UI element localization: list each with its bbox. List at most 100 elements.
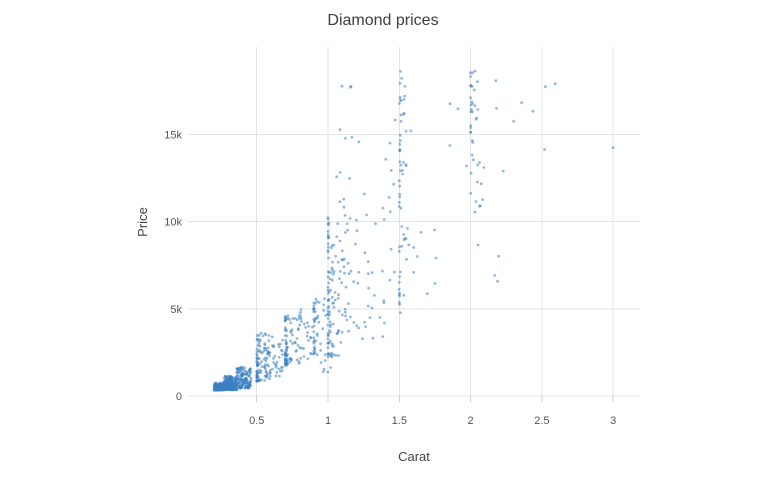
data-point	[236, 367, 240, 371]
data-point	[326, 312, 330, 316]
data-point	[312, 336, 316, 340]
data-point	[323, 359, 327, 362]
data-point	[266, 346, 270, 350]
data-point	[368, 316, 372, 319]
data-point	[349, 315, 352, 319]
data-point	[312, 340, 316, 343]
data-point	[217, 388, 221, 391]
data-point	[314, 297, 318, 301]
data-point	[326, 285, 330, 289]
data-point	[260, 351, 264, 355]
data-point	[290, 328, 294, 332]
data-point	[255, 338, 259, 341]
data-point	[321, 327, 325, 331]
data-point	[337, 354, 340, 357]
data-point	[398, 133, 402, 137]
data-point	[213, 387, 216, 391]
data-point	[404, 163, 408, 167]
data-point	[332, 270, 336, 273]
data-point	[283, 357, 287, 361]
data-point	[357, 326, 360, 330]
data-point	[494, 79, 498, 83]
data-point	[340, 249, 344, 253]
data-point	[531, 109, 535, 113]
data-point	[347, 329, 350, 333]
data-point	[469, 171, 473, 175]
data-point	[469, 124, 473, 128]
data-point	[387, 196, 391, 199]
data-point	[260, 378, 263, 381]
data-point	[305, 321, 309, 325]
x-axis-title: Carat	[398, 449, 430, 464]
gridlines	[188, 47, 640, 397]
data-point	[264, 348, 268, 352]
data-point	[345, 222, 349, 226]
data-point	[402, 112, 405, 116]
data-point	[468, 71, 472, 74]
data-point	[242, 380, 245, 384]
data-point	[329, 323, 332, 326]
data-point	[233, 388, 237, 391]
data-point	[476, 80, 479, 84]
data-point	[226, 374, 230, 378]
data-point	[319, 361, 323, 364]
data-point	[340, 330, 344, 334]
data-point	[306, 331, 309, 334]
data-point	[371, 336, 375, 340]
data-point	[299, 356, 302, 360]
data-point	[313, 310, 317, 313]
data-point	[326, 270, 330, 274]
data-point	[336, 296, 340, 300]
data-point	[476, 108, 480, 111]
data-point	[294, 341, 297, 345]
data-point	[403, 85, 407, 88]
data-point	[363, 320, 366, 324]
data-point	[543, 148, 546, 151]
data-point	[319, 342, 322, 346]
data-point	[398, 200, 401, 204]
data-point	[224, 383, 228, 386]
data-point	[273, 354, 277, 358]
data-point	[249, 367, 252, 370]
data-point	[289, 339, 292, 343]
data-point	[263, 379, 266, 382]
data-point	[259, 331, 263, 335]
data-point	[397, 280, 401, 284]
data-point	[284, 316, 287, 320]
data-point	[398, 102, 401, 105]
data-point	[322, 309, 326, 312]
data-point	[553, 82, 557, 86]
data-point	[275, 360, 279, 364]
data-point	[237, 374, 241, 378]
data-point	[299, 311, 302, 314]
data-point	[330, 295, 334, 299]
data-point	[326, 331, 330, 335]
data-point	[469, 191, 473, 195]
data-point	[236, 384, 239, 387]
data-point	[326, 275, 330, 279]
data-point	[400, 77, 403, 80]
data-point	[312, 345, 316, 349]
data-point	[382, 299, 386, 303]
data-point	[324, 314, 328, 317]
data-point	[349, 269, 353, 273]
data-point	[611, 146, 615, 150]
data-point	[401, 172, 404, 176]
data-point	[263, 332, 267, 335]
data-point	[402, 233, 406, 236]
data-point	[388, 141, 392, 145]
data-point	[398, 275, 401, 278]
data-point	[263, 374, 267, 378]
data-point	[398, 81, 402, 85]
data-point	[307, 339, 310, 342]
data-point	[327, 236, 331, 239]
data-point	[409, 129, 413, 133]
data-point	[300, 320, 303, 323]
data-point	[349, 85, 352, 89]
x-tick-marks	[256, 396, 614, 402]
data-point	[333, 291, 337, 294]
data-point	[343, 310, 347, 314]
data-point	[299, 308, 303, 311]
data-point	[315, 300, 319, 303]
data-point	[338, 128, 342, 132]
